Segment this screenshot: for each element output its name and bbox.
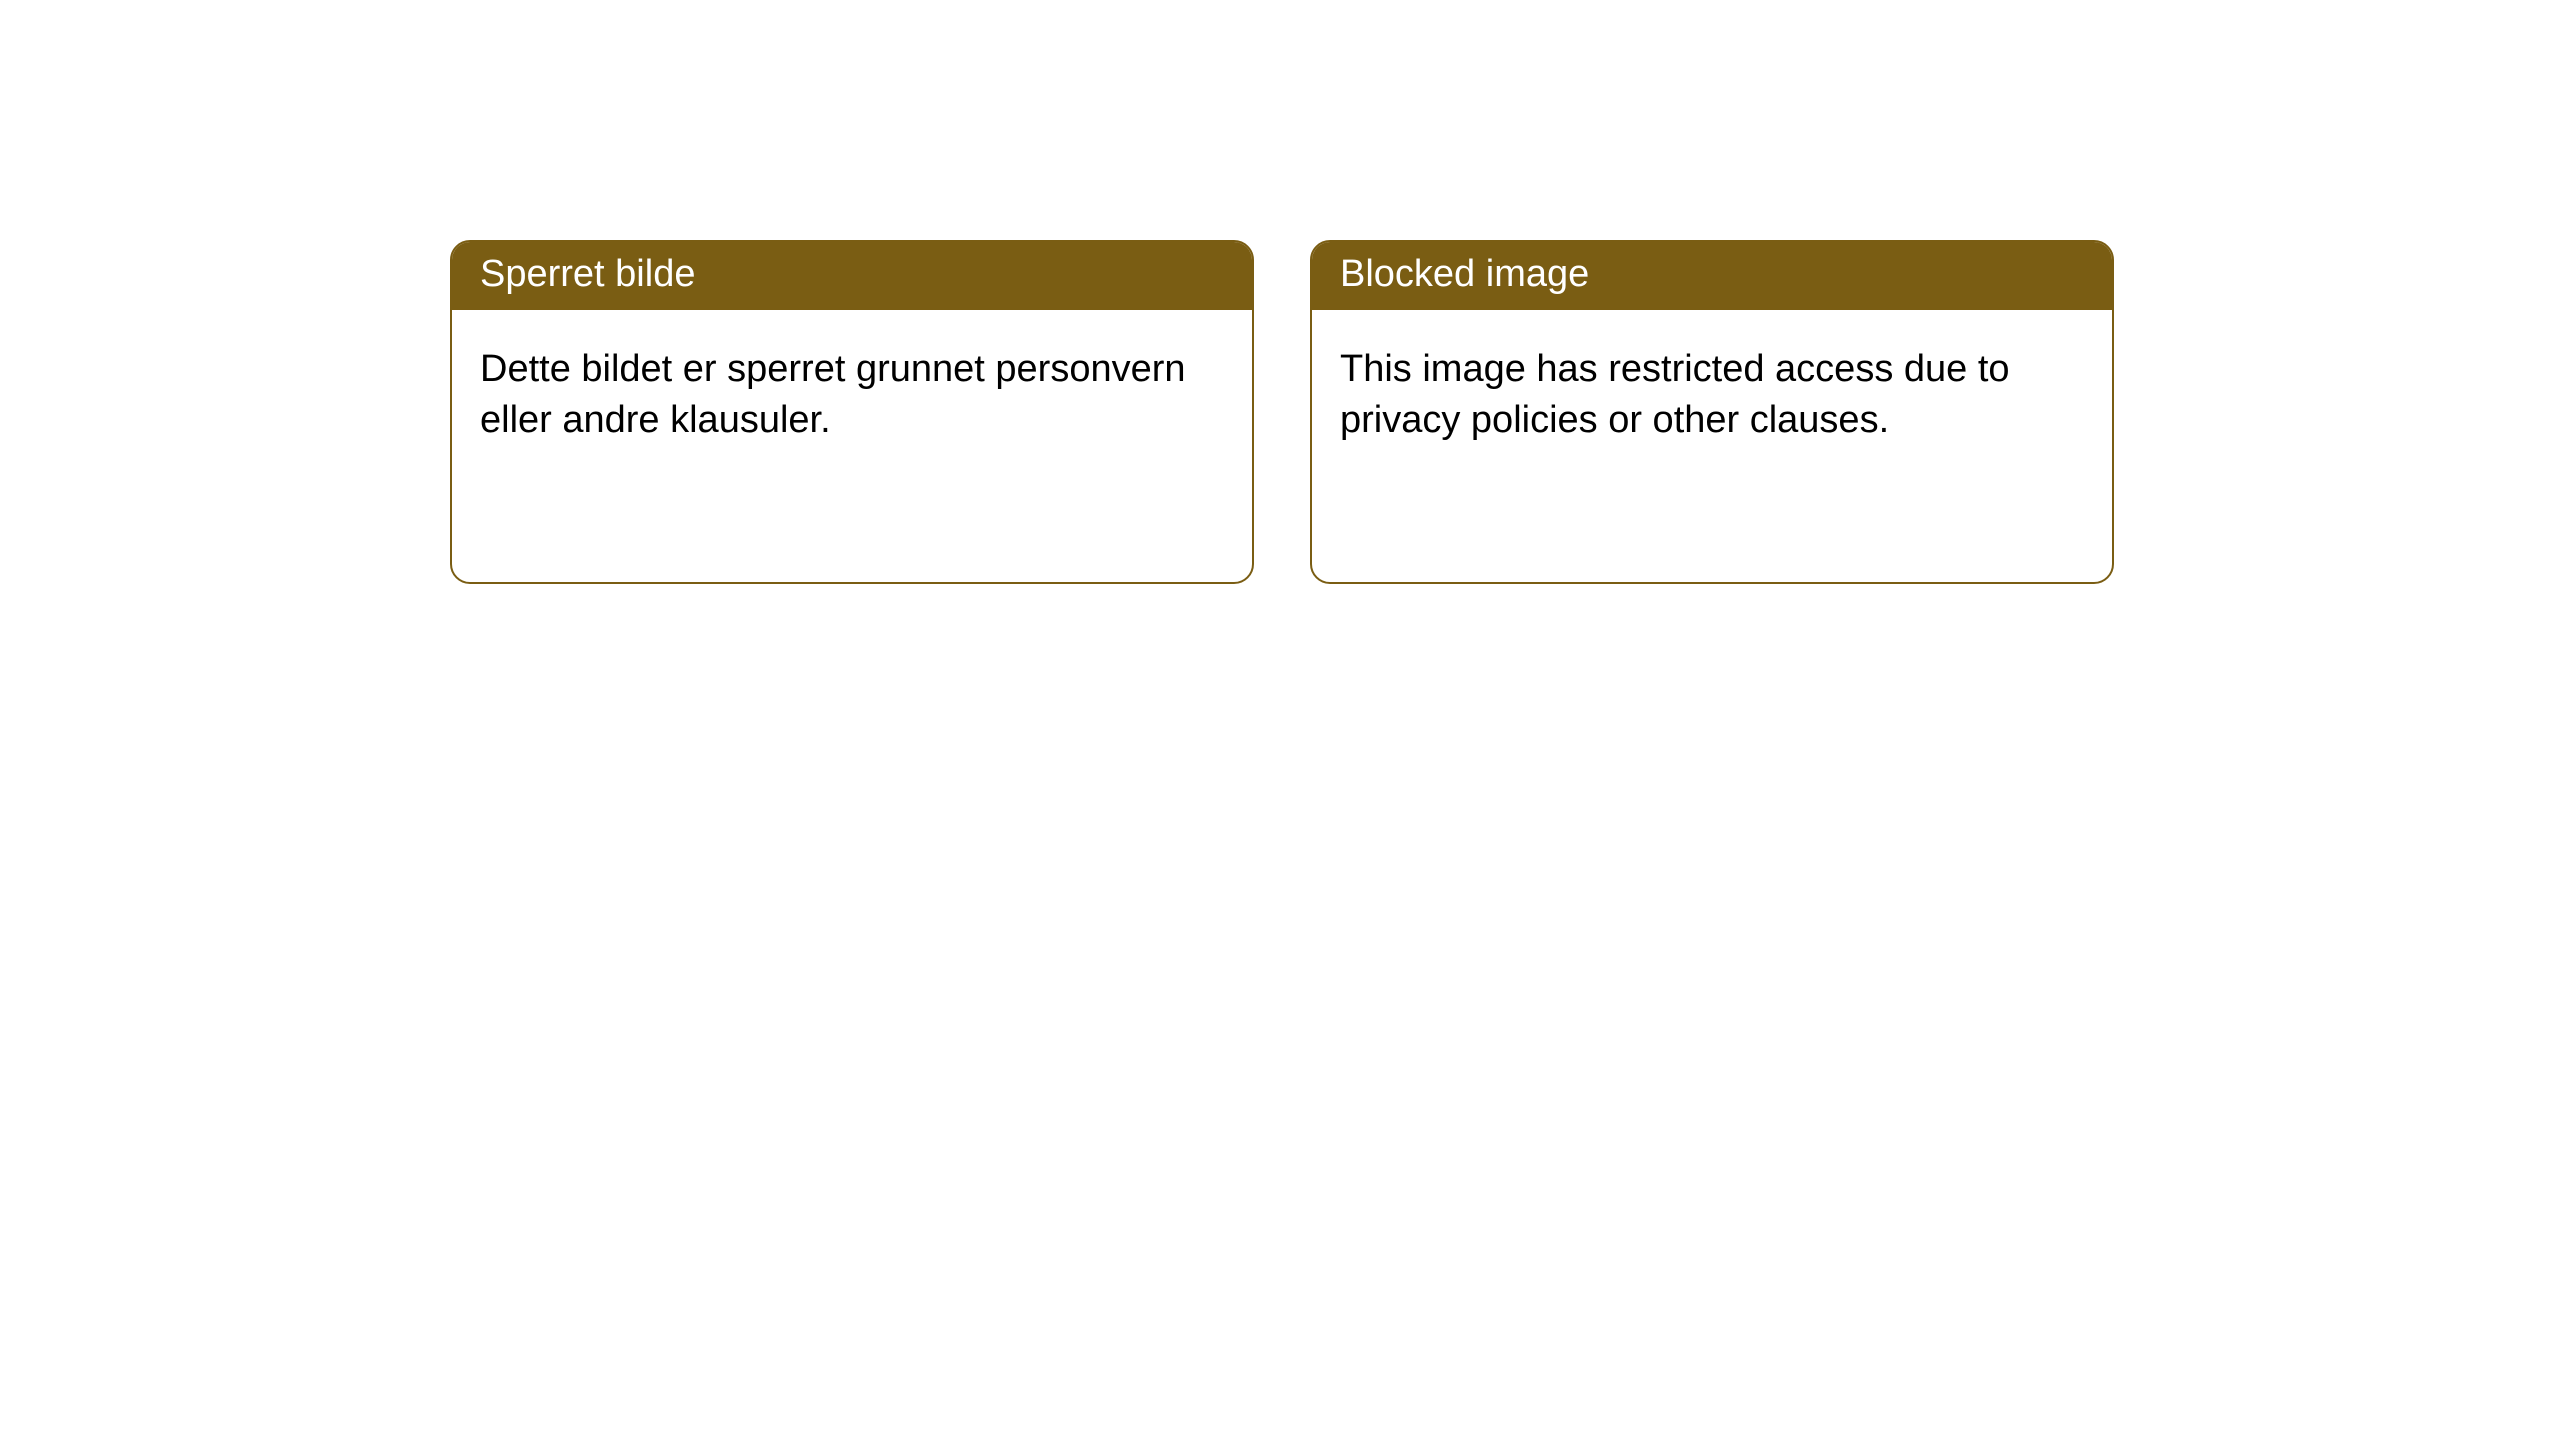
card-body-text: Dette bildet er sperret grunnet personve… bbox=[480, 348, 1186, 441]
notice-card-english: Blocked image This image has restricted … bbox=[1310, 240, 2114, 584]
notice-card-norwegian: Sperret bilde Dette bildet er sperret gr… bbox=[450, 240, 1254, 584]
card-title: Sperret bilde bbox=[480, 253, 695, 295]
card-body-text: This image has restricted access due to … bbox=[1340, 348, 2010, 441]
notice-container: Sperret bilde Dette bildet er sperret gr… bbox=[0, 0, 2560, 584]
card-body: Dette bildet er sperret grunnet personve… bbox=[452, 310, 1252, 582]
card-header: Blocked image bbox=[1312, 242, 2112, 310]
card-title: Blocked image bbox=[1340, 253, 1589, 295]
card-header: Sperret bilde bbox=[452, 242, 1252, 310]
card-body: This image has restricted access due to … bbox=[1312, 310, 2112, 582]
